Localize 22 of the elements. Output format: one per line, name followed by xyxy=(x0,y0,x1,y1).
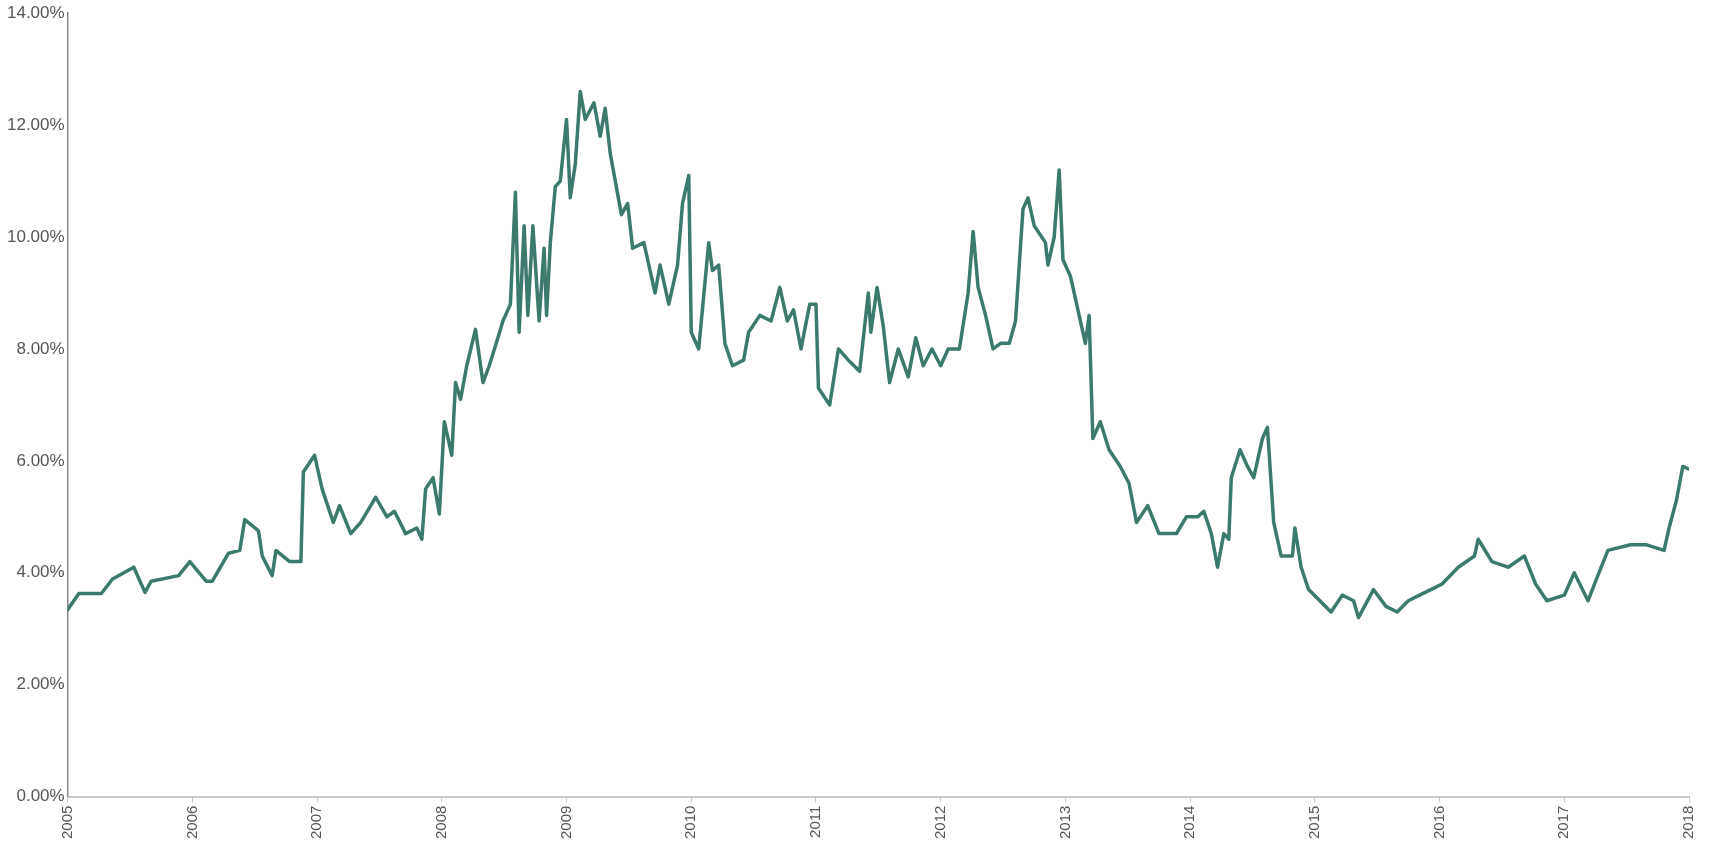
y-tick-label: 4.00% xyxy=(16,562,65,582)
x-tick-label: 2009 xyxy=(556,805,574,840)
x-tick-label: 2005 xyxy=(57,805,75,840)
y-tick-label: 0.00% xyxy=(16,786,65,806)
x-tick-label: 2006 xyxy=(182,805,200,840)
x-tick-label: 2010 xyxy=(681,805,699,840)
x-tick-label: 2007 xyxy=(307,805,325,840)
x-tick-label: 2008 xyxy=(431,805,449,840)
x-tick-label: 2012 xyxy=(930,805,948,840)
x-tick-label: 2011 xyxy=(806,805,824,838)
y-tick-label: 12.00% xyxy=(6,114,65,134)
x-tick-label: 2016 xyxy=(1429,805,1447,840)
y-tick-label: 10.00% xyxy=(6,226,65,246)
x-tick-label: 2017 xyxy=(1554,805,1572,840)
y-tick-label: 6.00% xyxy=(16,450,65,470)
y-tick-label: 8.00% xyxy=(16,338,65,358)
x-tick-label: 2014 xyxy=(1180,805,1198,840)
y-tick-label: 14.00% xyxy=(6,2,65,22)
x-tick-label: 2015 xyxy=(1304,805,1322,840)
x-tick-label: 2013 xyxy=(1055,805,1073,840)
x-tick-label: 2018 xyxy=(1679,805,1697,840)
y-tick-label: 2.00% xyxy=(16,674,65,694)
